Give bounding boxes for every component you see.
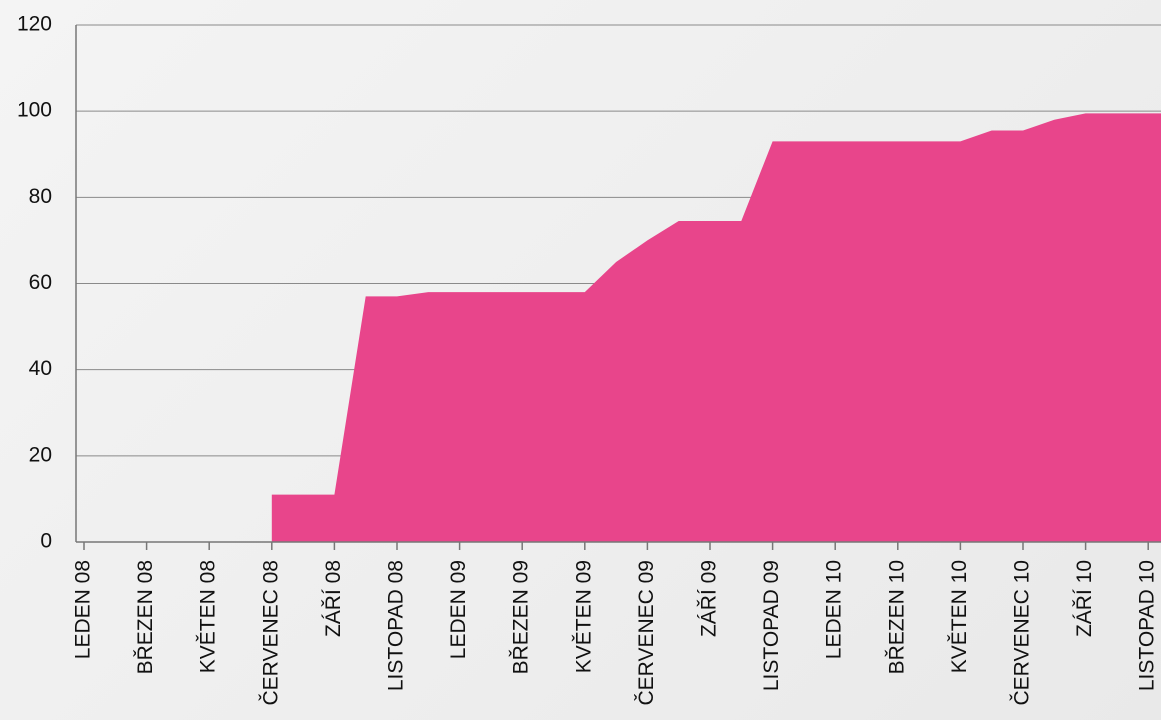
area <box>271 113 1161 542</box>
x-tick-label: BŘEZEN 10 <box>885 560 908 674</box>
y-tick-label: 120 <box>17 13 52 36</box>
y-tick-label: 100 <box>17 99 52 122</box>
x-tick-label: LISTOPAD 09 <box>760 560 783 691</box>
x-tick-label: LISTOPAD 08 <box>385 560 408 691</box>
x-tick-label: LEDEN 08 <box>72 560 95 659</box>
x-tick-label: BŘEZEN 08 <box>134 560 157 674</box>
x-tick-label: ZÁŘÍ 09 <box>698 560 721 637</box>
x-tick-label: ČERVENEC 08 <box>259 560 282 706</box>
x-tick-label: ZÁŘÍ 08 <box>322 560 345 637</box>
x-tick-label: BŘEZEN 09 <box>510 560 533 674</box>
x-tick-label: LISTOPAD 10 <box>1136 560 1159 691</box>
x-tick-label: KVĚTEN 10 <box>948 560 971 673</box>
x-tick-label: ČERVENEC 09 <box>635 560 658 706</box>
x-tick-label: KVĚTEN 09 <box>572 560 595 673</box>
x-tick-label: ČERVENEC 10 <box>1011 560 1034 706</box>
x-tick-label: LEDEN 10 <box>823 560 846 659</box>
y-tick-label: 80 <box>29 185 52 208</box>
y-tick-label: 40 <box>29 357 52 380</box>
x-tick-label: KVĚTEN 08 <box>197 560 220 673</box>
x-tick-label: ZÁŘÍ 10 <box>1073 560 1096 637</box>
y-tick-label: 20 <box>29 443 52 466</box>
y-tick-label: 0 <box>40 530 52 553</box>
y-tick-label: 60 <box>29 271 52 294</box>
x-tick-label: LEDEN 09 <box>447 560 470 659</box>
